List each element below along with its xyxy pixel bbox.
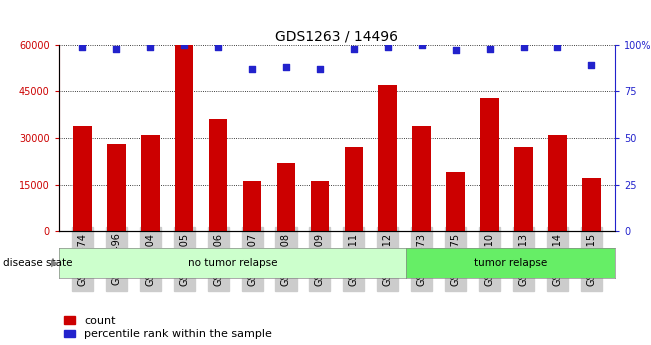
Point bbox=[111, 46, 122, 51]
Point bbox=[247, 66, 257, 72]
Point bbox=[518, 44, 529, 49]
Bar bbox=[243, 181, 262, 231]
Text: no tumor relapse: no tumor relapse bbox=[187, 258, 277, 268]
Text: ▶: ▶ bbox=[51, 258, 59, 268]
Point bbox=[484, 46, 495, 51]
Point bbox=[450, 48, 461, 53]
Bar bbox=[107, 144, 126, 231]
Bar bbox=[141, 135, 159, 231]
Bar bbox=[548, 135, 567, 231]
Bar bbox=[480, 98, 499, 231]
Point bbox=[77, 44, 87, 49]
Bar bbox=[378, 85, 397, 231]
Bar bbox=[582, 178, 601, 231]
Bar bbox=[209, 119, 227, 231]
Text: disease state: disease state bbox=[3, 258, 73, 268]
Point bbox=[314, 66, 325, 72]
Legend: count, percentile rank within the sample: count, percentile rank within the sample bbox=[64, 316, 272, 339]
Bar bbox=[73, 126, 92, 231]
Point bbox=[213, 44, 223, 49]
Point bbox=[587, 62, 597, 68]
Bar bbox=[277, 163, 296, 231]
Title: GDS1263 / 14496: GDS1263 / 14496 bbox=[275, 30, 398, 44]
Point bbox=[383, 44, 393, 49]
Point bbox=[552, 44, 562, 49]
Point bbox=[349, 46, 359, 51]
Bar bbox=[412, 126, 431, 231]
Bar bbox=[447, 172, 465, 231]
Bar bbox=[514, 147, 533, 231]
Bar bbox=[344, 147, 363, 231]
Point bbox=[179, 42, 189, 48]
Point bbox=[281, 65, 291, 70]
Bar bbox=[311, 181, 329, 231]
Point bbox=[145, 44, 156, 49]
Text: tumor relapse: tumor relapse bbox=[474, 258, 547, 268]
Point bbox=[417, 42, 427, 48]
Bar bbox=[175, 45, 193, 231]
